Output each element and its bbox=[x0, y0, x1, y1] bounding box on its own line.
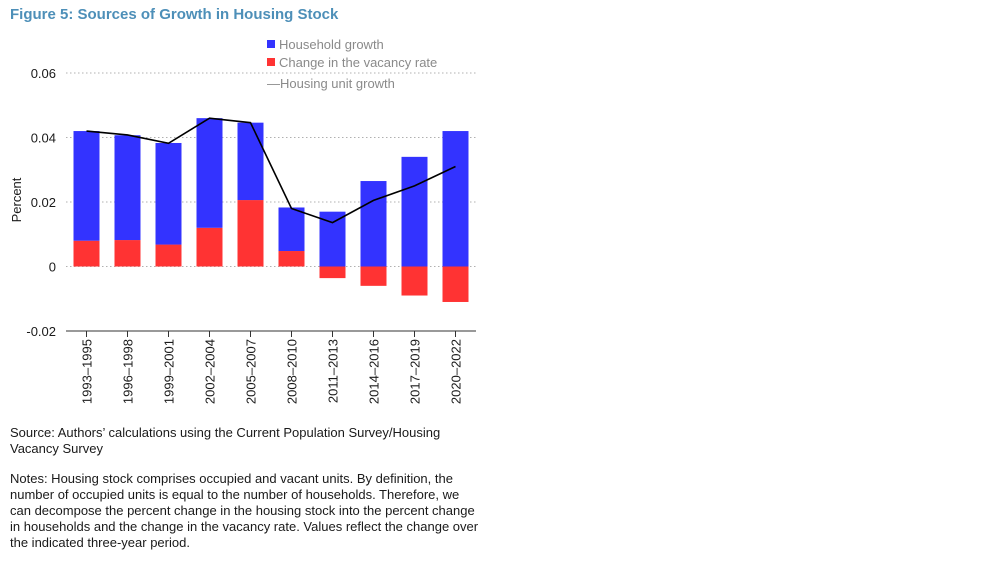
bar-vacancy bbox=[155, 244, 182, 267]
bar-household bbox=[237, 122, 264, 201]
x-tick-label: 1993–1995 bbox=[80, 339, 95, 404]
x-tick-label: 2005–2007 bbox=[244, 339, 259, 404]
y-axis-label: Percent bbox=[9, 177, 24, 222]
chart-title: Figure 5: Sources of Growth in Housing S… bbox=[10, 6, 339, 23]
bar-household bbox=[73, 131, 100, 241]
bar-vacancy bbox=[237, 200, 264, 267]
axes: -0.02 0 0.02 0.04 0.06 1993–1995 1996–1998 1999… bbox=[26, 66, 476, 404]
line-housing-unit-growth bbox=[86, 117, 456, 224]
notes-text: Notes: Housing stock comprises occupied … bbox=[10, 471, 479, 550]
bar-vacancy bbox=[360, 266, 387, 286]
x-tick-label: 2011–2013 bbox=[326, 339, 341, 403]
bars bbox=[73, 118, 469, 302]
y-tick-label: 0 bbox=[49, 260, 56, 275]
x-tick-label: 2014–2016 bbox=[367, 339, 382, 404]
bar-household bbox=[155, 142, 182, 245]
y-tick-label: 0.04 bbox=[31, 131, 56, 146]
source-note: Source: Authors’ calculations using the … bbox=[10, 425, 441, 456]
x-tick-label: 2008–2010 bbox=[285, 339, 300, 404]
bar-household bbox=[401, 156, 428, 267]
bar-vacancy bbox=[442, 266, 469, 302]
bar-household bbox=[319, 211, 346, 267]
legend-label-household: Household growth bbox=[279, 37, 384, 52]
x-tick-label: 1996–1998 bbox=[121, 339, 136, 404]
x-tick-label: 2017–2019 bbox=[408, 339, 423, 404]
bar-household bbox=[278, 207, 305, 252]
line-series bbox=[86, 117, 456, 224]
bar-vacancy bbox=[401, 266, 428, 296]
x-tick-label: 2020–2022 bbox=[449, 339, 464, 404]
bar-household bbox=[114, 135, 141, 241]
bar-vacancy bbox=[278, 251, 305, 267]
legend-swatch-household bbox=[267, 40, 275, 48]
legend-label-vacancy: Change in the vacancy rate bbox=[279, 55, 437, 70]
bar-vacancy bbox=[114, 240, 141, 267]
chart-area: -0.02 0 0.02 0.04 0.06 1993–1995 1996–1998 1999… bbox=[9, 37, 476, 404]
legend-swatch-vacancy bbox=[267, 58, 275, 66]
y-tick-label: 0.02 bbox=[31, 195, 56, 210]
y-tick-label: 0.06 bbox=[31, 66, 56, 81]
bar-household bbox=[360, 181, 387, 267]
x-tick-label: 1999–2001 bbox=[162, 339, 177, 404]
y-tick-label: -0.02 bbox=[26, 324, 56, 339]
bar-vacancy bbox=[196, 227, 223, 267]
bar-household bbox=[442, 131, 469, 267]
bar-household bbox=[196, 118, 223, 228]
bar-vacancy bbox=[319, 266, 346, 279]
legend: Household growth Change in the vacancy r… bbox=[267, 37, 437, 91]
bar-vacancy bbox=[73, 240, 100, 267]
x-tick-label: 2002–2004 bbox=[203, 339, 218, 404]
legend-label-housing-unit: —Housing unit growth bbox=[267, 76, 395, 91]
